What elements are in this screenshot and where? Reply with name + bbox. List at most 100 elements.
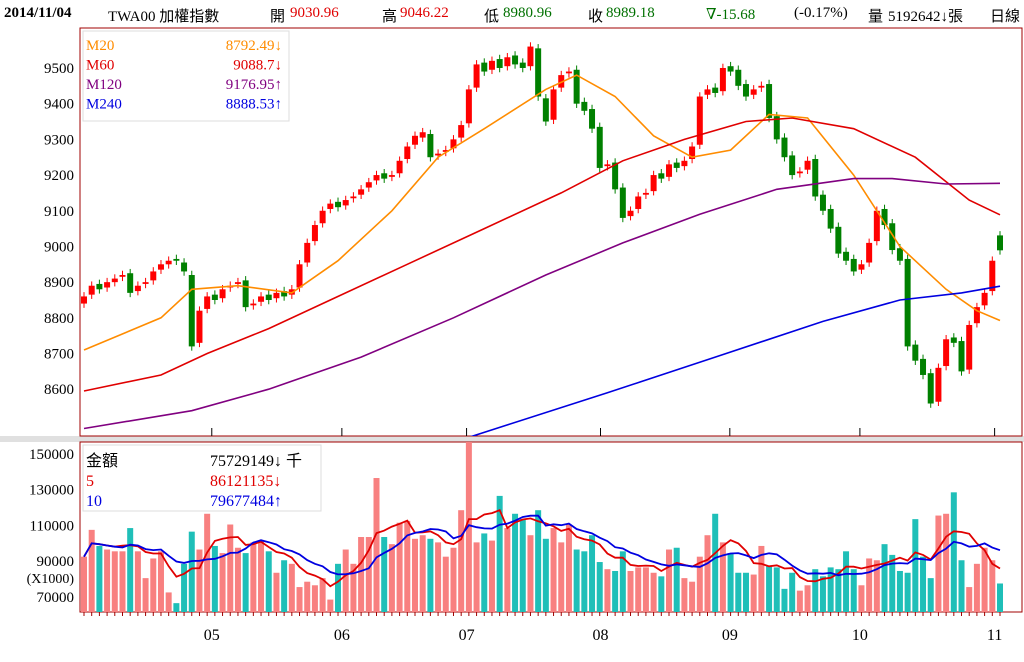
candle-body [234,282,241,284]
volume-bar [958,560,965,612]
candle-body [258,296,265,302]
candle-body [165,260,172,265]
candle-body [642,192,649,195]
volume-label: 量 [868,9,884,25]
candle-body [127,273,134,293]
panel-splitter[interactable] [0,436,1024,442]
candle-body [512,55,519,65]
candle-body [612,162,619,190]
volume-bar [750,574,757,612]
candle-body [565,71,572,74]
low-label: 低 [484,9,500,25]
volume-bar [350,563,357,612]
candle-body [488,60,495,70]
volume-bar [219,553,226,612]
candle-body [242,280,249,308]
period-selector[interactable]: 日線 [990,9,1021,25]
volume-bar [804,585,811,612]
candle-body [704,89,711,95]
volume-legend-value: 75729149↓ 千 [210,452,302,470]
volume-bar [812,569,819,612]
candle-body [496,59,503,68]
volume-bar [496,495,503,612]
candle-body [943,339,950,367]
volume-bar [173,603,180,612]
candle-body [742,84,749,97]
volume-bar [673,547,680,612]
volume-bar [373,478,380,612]
candle-body [419,132,426,138]
candle-body [327,203,334,209]
candle-body [773,116,780,140]
candle-body [81,296,87,304]
candle-body [619,187,626,218]
volume-bar [358,537,365,612]
quote-symbol: TWA00 加權指數 [108,9,220,25]
volume-legend-value: 79677484↑ [210,493,282,510]
volume-tick-label: 110000 [30,518,74,534]
candle-body [666,164,673,177]
volume-bar [288,563,295,612]
volume-bar [473,542,480,612]
legend-ma-name: M120 [86,77,122,93]
volume-tick-label: 150000 [29,447,74,463]
candle-body [104,282,111,288]
candles [81,42,1003,436]
candle-body [850,258,857,272]
price-tick-label: 8800 [44,311,74,327]
volume-bar [519,519,526,612]
volume-panel: 70000 90000 110000 130000 150000 (X1000) 05 06 0… [27,441,1023,644]
volume-bar [835,569,842,612]
volume-bar [796,590,803,612]
candle-body [304,242,311,263]
candle-body [535,48,542,97]
candle-body [696,96,703,145]
legend-ma-value: 9176.95↑ [226,77,282,93]
volume-bar [596,562,603,612]
legend-ma-value: 8792.49↓ [226,38,282,54]
candle-body [142,282,149,284]
volume-bar [565,524,572,612]
candle-body [396,160,403,174]
volume-bar [896,570,903,612]
volume-bar [435,542,442,612]
volume-bar [488,540,495,612]
candle-body [750,89,757,95]
price-tick-label: 9500 [44,61,74,77]
candle-body [311,225,318,242]
volume-unit-label: (X1000) [27,572,75,587]
high-label: 高 [382,9,398,25]
candle-body [335,201,342,208]
candle-body [204,296,211,309]
price-tick-label: 9400 [44,97,74,113]
volume-bar [997,583,1003,612]
price-tick-label: 9200 [44,168,74,184]
volume-bar [327,599,334,612]
volume-bar [204,513,211,612]
candle-body [950,337,957,343]
volume-bar [165,592,172,612]
volume-bar [542,538,549,612]
candle-body [866,242,873,263]
candle-body [712,87,719,93]
volume-bar [388,544,395,612]
candle-body [627,210,634,217]
candle-body [781,137,788,158]
candle-body [812,159,819,197]
volume-bar [966,587,973,612]
candle-body [342,200,349,206]
candle-body [173,258,180,261]
candle-body [635,196,642,209]
volume-bar [342,549,349,612]
candle-body [381,173,388,179]
candle-body [843,251,850,261]
volume-bar [404,520,411,612]
price-legend: M20 8792.49↓ M60 9088.7↓ M120 9176.95↑ M240 888… [82,30,290,122]
volume-bar [989,560,996,612]
candle-body [358,189,365,195]
volume-bar [81,556,87,612]
candle-body [927,373,934,404]
price-tick-label: 8600 [44,382,74,398]
candle-body [111,278,118,283]
